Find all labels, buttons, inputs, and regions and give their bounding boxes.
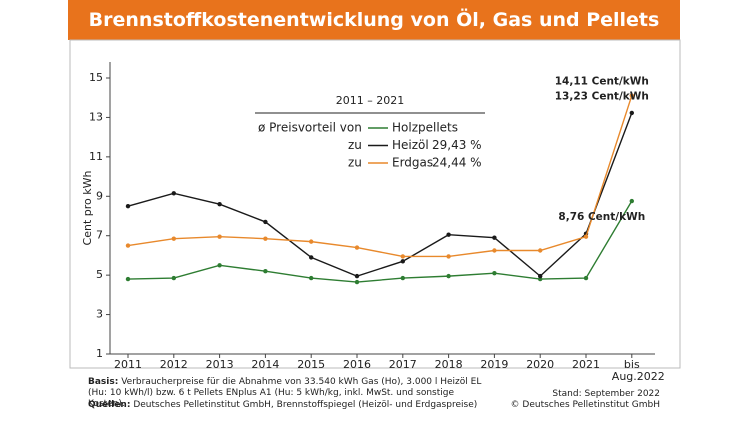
- data-point: [354, 245, 360, 250]
- data-point: [492, 235, 497, 240]
- sources-label: Quellen:: [88, 400, 131, 410]
- x-tick-label: 2013: [205, 358, 234, 371]
- basis-text: Verbraucherpreise für die Abnahme von 33…: [88, 377, 482, 409]
- basis-note: Basis: Verbraucherpreise für die Abnahme…: [88, 377, 488, 410]
- legend-label: Heizöl: [392, 138, 429, 152]
- y-tick-label: 7: [96, 229, 103, 242]
- data-point: [309, 275, 314, 281]
- legend-prefix: zu: [348, 138, 362, 152]
- legend-intro: ø Preisvorteil von: [258, 121, 362, 135]
- data-point: [171, 275, 176, 281]
- y-tick-label: 13: [89, 110, 103, 123]
- data-point: [171, 236, 176, 241]
- x-tick-label: 2020: [526, 358, 555, 371]
- x-tick-label: 2015: [297, 358, 326, 371]
- sources-text: Deutsches Pelletinstitut GmbH, Brennstof…: [133, 400, 478, 410]
- data-point: [217, 201, 222, 207]
- copyright-note: © Deutsches Pelletinstitut GmbH: [510, 400, 660, 410]
- chart-title: Brennstoffkostenentwicklung von Öl, Gas …: [68, 0, 680, 40]
- x-tick-label: 2011: [114, 358, 142, 371]
- value-label: 14,11 Cent/kWh: [555, 76, 649, 88]
- data-point: [629, 198, 634, 204]
- data-point: [171, 191, 176, 196]
- data-point: [629, 110, 634, 116]
- legend-value: 24,44 %: [432, 156, 482, 170]
- y-axis-label: Cent pro kWh: [81, 171, 94, 246]
- data-point: [583, 275, 589, 281]
- data-point: [217, 234, 222, 239]
- data-point: [446, 273, 451, 279]
- legend-prefix: zu: [348, 156, 362, 170]
- sources-note: Quellen: Deutsches Pelletinstitut GmbH, …: [88, 400, 528, 411]
- data-point: [400, 259, 405, 264]
- series-line: [127, 200, 633, 283]
- x-tick-label: 2014: [251, 358, 280, 371]
- data-point: [263, 269, 268, 274]
- data-point: [446, 232, 451, 237]
- data-point: [538, 273, 543, 279]
- data-point: [400, 275, 405, 281]
- value-label: 13,23 Cent/kWh: [555, 91, 649, 103]
- data-point: [263, 219, 268, 225]
- frame: [69, 39, 681, 369]
- x-tick-label: bis Aug.2022: [611, 358, 665, 383]
- x-tick-label: 2021: [572, 358, 600, 371]
- legend-title: 2011 – 2021: [336, 94, 404, 107]
- data-point: [583, 234, 589, 239]
- data-point: [309, 255, 314, 260]
- data-point: [400, 254, 405, 259]
- y-tick-label: 15: [89, 71, 103, 84]
- legend-label: Holzpellets: [392, 121, 458, 135]
- data-point: [492, 270, 497, 276]
- y-tick-label: 1: [96, 347, 103, 360]
- data-point: [492, 248, 497, 253]
- data-point: [263, 236, 268, 241]
- y-tick-label: 5: [96, 268, 103, 281]
- y-tick-label: 11: [89, 150, 103, 163]
- x-tick-label: 2012: [159, 358, 188, 371]
- basis-label: Basis:: [88, 377, 119, 387]
- legend-box: [250, 90, 490, 172]
- data-point: [354, 279, 360, 285]
- data-point: [125, 243, 131, 248]
- data-point: [629, 93, 634, 98]
- date-note: Stand: September 2022: [552, 389, 660, 399]
- value-label: 8,76 Cent/kWh: [558, 211, 645, 223]
- x-tick-label: 2016: [343, 358, 371, 371]
- x-tick-label: 2019: [480, 358, 509, 371]
- x-tick-label: 2017: [388, 358, 417, 371]
- data-point: [217, 263, 222, 268]
- data-point: [538, 248, 543, 253]
- data-point: [309, 239, 314, 244]
- y-tick-label: 3: [96, 308, 103, 321]
- data-point: [125, 203, 131, 209]
- data-point: [125, 276, 131, 282]
- series-line: [127, 112, 633, 278]
- legend-value: 29,43 %: [432, 138, 482, 152]
- data-point: [446, 254, 451, 259]
- data-point: [354, 273, 360, 279]
- legend-label: Erdgas: [392, 156, 433, 170]
- series-line: [127, 95, 633, 258]
- x-tick-label: 2018: [434, 358, 463, 371]
- y-tick-label: 9: [96, 189, 103, 202]
